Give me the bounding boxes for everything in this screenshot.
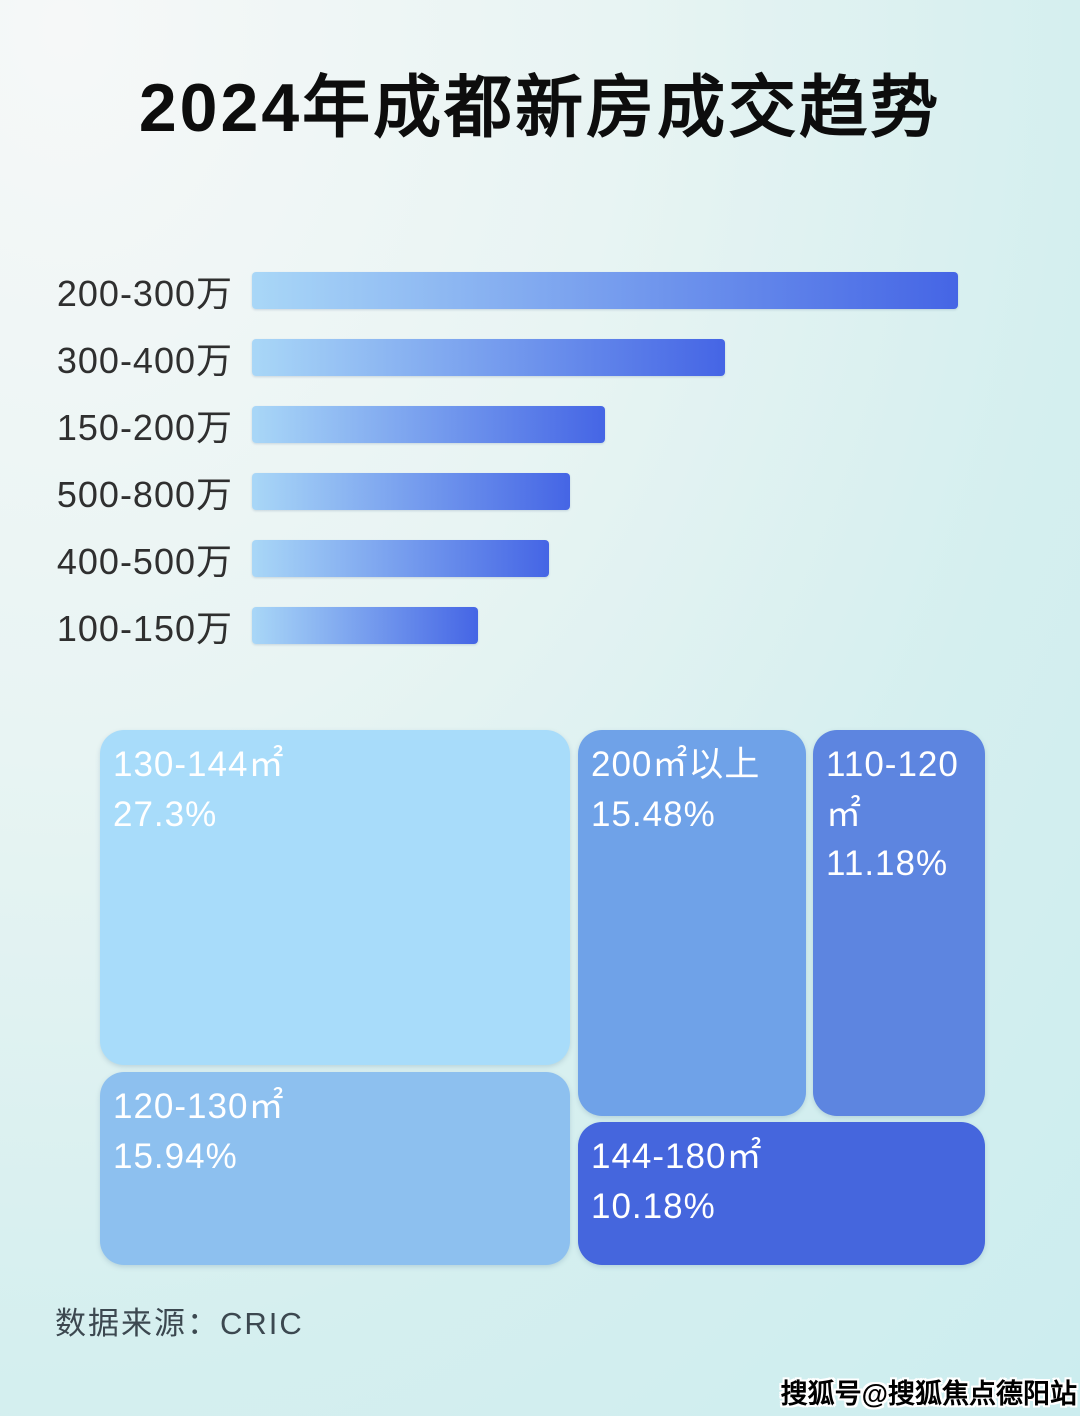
bar-category-label: 150-200万: [56, 406, 233, 448]
treemap-block-value: 11.18%: [826, 844, 949, 884]
bar-row: 150-200万: [0, 406, 1080, 448]
bar: [252, 607, 478, 644]
treemap-block-value: 27.3%: [113, 794, 218, 834]
bar-row: 100-150万: [0, 607, 1080, 649]
bar-row: 500-800万: [0, 473, 1080, 515]
treemap-block-label: 120-130㎡: [113, 1087, 285, 1126]
treemap-block-144-180: 144-180㎡ 10.18%: [578, 1122, 985, 1265]
treemap-block-label: 200㎡以上: [591, 745, 761, 784]
price-range-bar-chart: 200-300万 300-400万 150-200万 500-800万 400-500万…: [0, 272, 1080, 674]
bar-row: 200-300万: [0, 272, 1080, 314]
bar: [252, 272, 958, 309]
watermark: 搜狐号@搜狐焦点德阳站: [780, 1379, 1077, 1409]
treemap-block-label: 144-180㎡: [591, 1137, 763, 1176]
data-source-note: 数据来源：CRIC: [55, 1306, 304, 1341]
bar: [252, 473, 570, 510]
treemap-block-200-plus: 200㎡以上 15.48%: [578, 730, 806, 1116]
treemap-block-110-120: 110-120㎡ 11.18%: [813, 730, 985, 1116]
bar-category-label: 100-150万: [56, 607, 233, 649]
treemap-block-value: 10.18%: [591, 1186, 716, 1226]
treemap-block-130-144: 130-144㎡ 27.3%: [100, 730, 570, 1065]
bar-category-label: 300-400万: [56, 339, 233, 381]
treemap-block-value: 15.94%: [113, 1136, 238, 1176]
bar: [252, 540, 549, 577]
bar: [252, 339, 725, 376]
bar-category-label: 400-500万: [56, 540, 233, 582]
treemap-block-label: 110-120㎡: [826, 745, 959, 834]
bar-row: 400-500万: [0, 540, 1080, 582]
bar-row: 300-400万: [0, 339, 1080, 381]
page-title: 2024年成都新房成交趋势: [138, 70, 942, 146]
bar: [252, 406, 605, 443]
treemap-block-label: 130-144㎡: [113, 745, 285, 784]
bar-category-label: 500-800万: [56, 473, 233, 515]
treemap-block-value: 15.48%: [591, 794, 716, 834]
bar-category-label: 200-300万: [56, 272, 233, 314]
treemap-block-120-130: 120-130㎡ 15.94%: [100, 1072, 570, 1265]
area-share-treemap: 130-144㎡ 27.3% 200㎡以上 15.48% 110-120㎡ 11…: [95, 730, 985, 1265]
